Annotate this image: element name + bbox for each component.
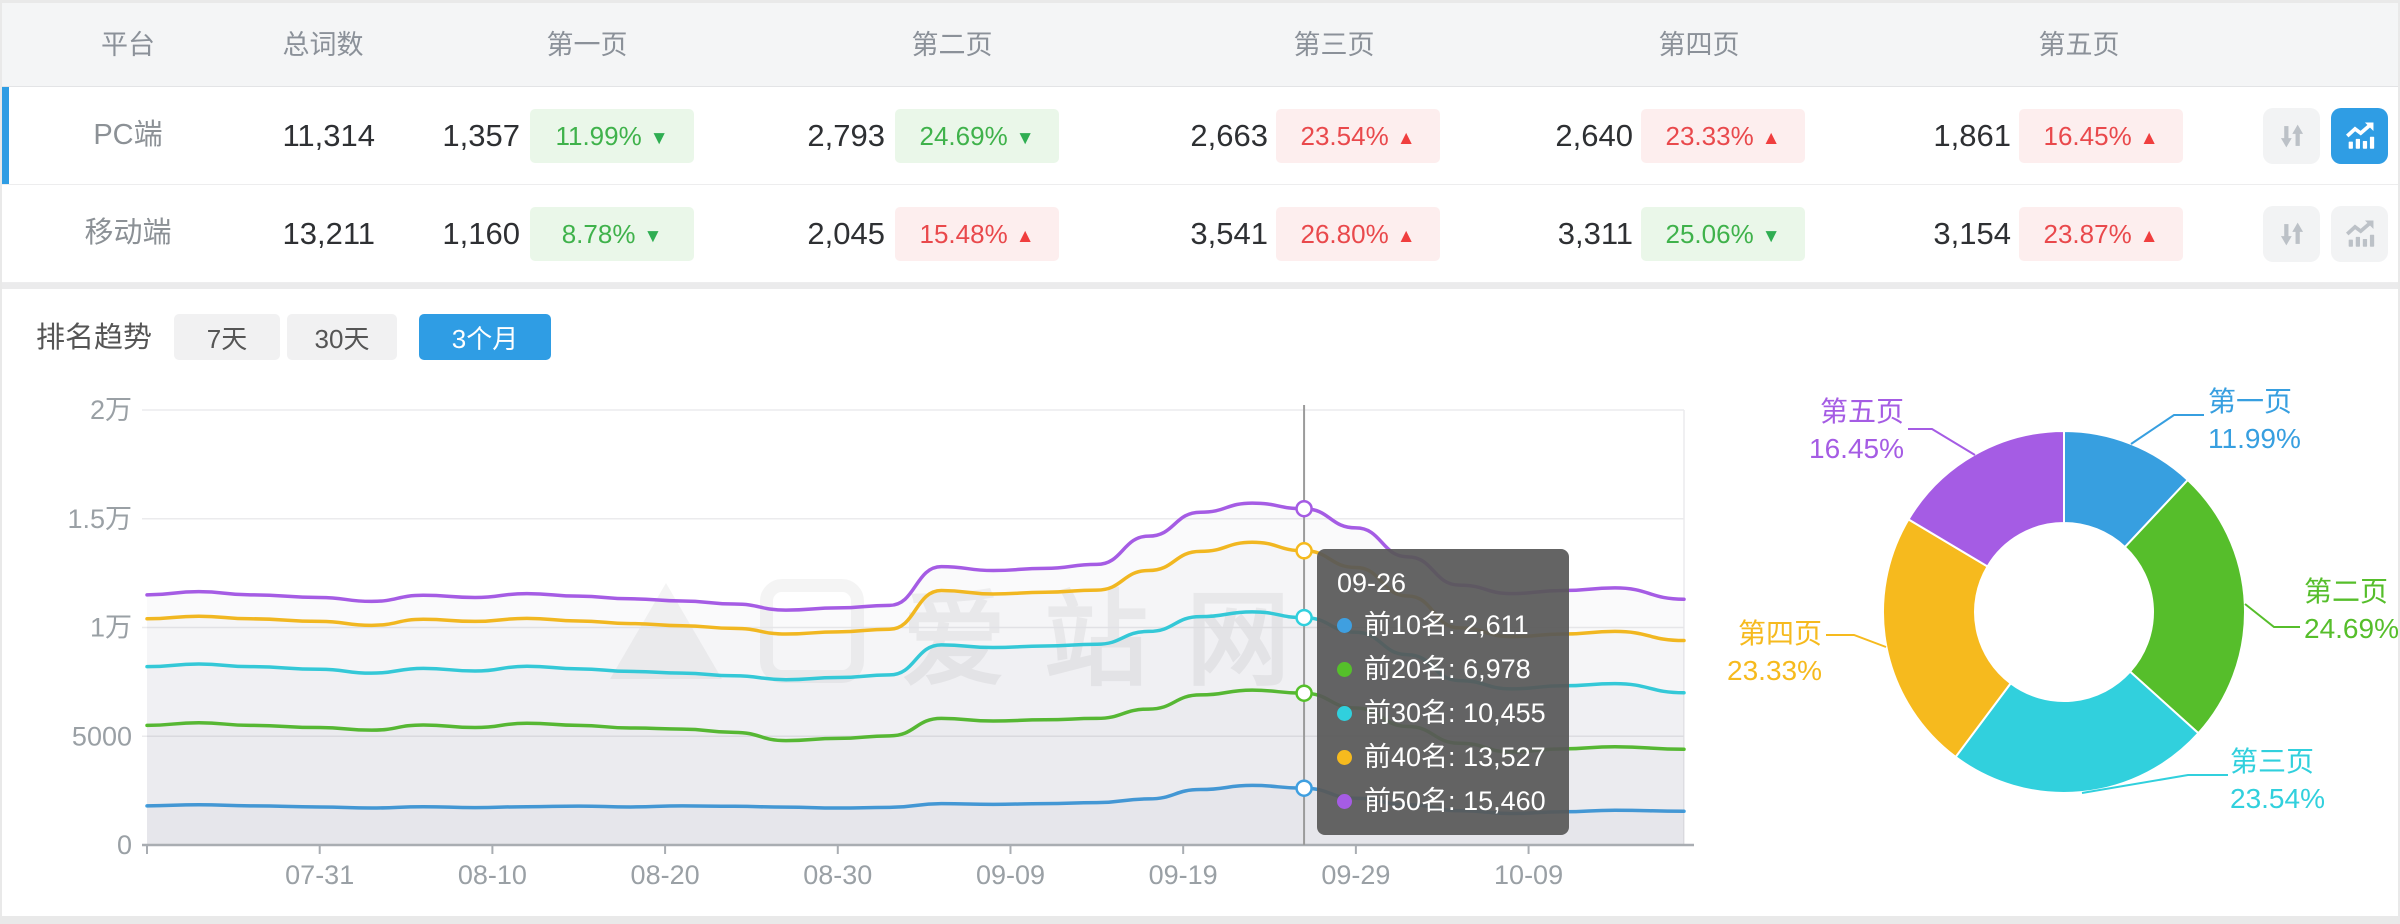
col-header-page5: 第五页 xyxy=(2038,30,2120,60)
table-row-pc[interactable]: PC端 11,314 1,357 11.99% ▼ 2,793 24.69% ▼ 2… xyxy=(2,87,2398,185)
series-dot-top50 xyxy=(1337,793,1352,809)
rank-trend-line-chart[interactable]: 0 5000 1万 1.5万 2万 07-31 08-10 08-20 08-30 09-09 09… xyxy=(2,387,2400,916)
svg-text:5000: 5000 xyxy=(72,721,132,751)
tooltip-row: 前50名: 15,460 xyxy=(1337,779,1549,823)
donut-slice-第四页[interactable] xyxy=(1882,518,2013,759)
col-header-page2: 第二页 xyxy=(911,30,993,60)
svg-text:09-09: 09-09 xyxy=(976,860,1045,890)
donut-slice-第三页[interactable] xyxy=(1954,670,2200,794)
svg-text:10-09: 10-09 xyxy=(1494,860,1563,890)
page2-count: 2,045 xyxy=(807,216,885,251)
donut-label-page2: 第二页 24.69% xyxy=(2304,576,2399,644)
table-row-mobile[interactable]: 移动端 13,211 1,160 8.78% ▼ 2,045 15.48% ▲ 3,… xyxy=(2,185,2398,283)
trend-toolbar: 排名趋势 7天 30天 3个月 xyxy=(2,289,2398,387)
page3-change-badge: 23.54% ▲ xyxy=(1276,109,1440,163)
col-header-total-words: 总词数 xyxy=(282,30,364,60)
sort-arrows-icon xyxy=(2280,124,2303,148)
donut-slice-第五页[interactable] xyxy=(1907,429,2065,568)
page1-change-badge: 11.99% ▼ xyxy=(530,109,694,163)
page1-count: 1,357 xyxy=(442,118,520,153)
charts-region: 爱站网 0 5000 1万 1.5万 2万 07-31 08-10 08-20 08-30 09-… xyxy=(2,386,2400,916)
trend-arrow-icon: ▲ xyxy=(1015,226,1035,247)
donut-slice-第二页[interactable] xyxy=(2123,478,2246,735)
watermark-text: 爱站网 xyxy=(902,555,1328,706)
svg-text:08-20: 08-20 xyxy=(631,860,700,890)
total-words-value: 13,211 xyxy=(282,216,375,251)
sort-button[interactable] xyxy=(2263,108,2320,164)
svg-text:08-10: 08-10 xyxy=(458,860,527,890)
trend-arrow-icon: ▲ xyxy=(2139,128,2159,149)
svg-text:09-19: 09-19 xyxy=(1149,860,1218,890)
svg-text:1.5万: 1.5万 xyxy=(67,504,132,534)
table-header-row: 平台 总词数 第一页 第二页 第三页 第四页 第五页 xyxy=(2,3,2398,87)
donut-label-page5: 第五页 16.45% xyxy=(1809,396,1904,464)
col-header-page3: 第三页 xyxy=(1293,30,1375,60)
sort-button[interactable] xyxy=(2263,206,2320,262)
series-dot-top40 xyxy=(1337,749,1352,765)
svg-text:08-30: 08-30 xyxy=(803,860,872,890)
page5-change-badge: 23.87% ▲ xyxy=(2019,207,2183,261)
page4-change-badge: 25.06% ▼ xyxy=(1641,207,1805,261)
trend-chart-icon xyxy=(2345,122,2374,149)
trend-arrow-icon: ▲ xyxy=(2139,226,2159,247)
tooltip-row: 前40名: 13,527 xyxy=(1337,735,1549,779)
tooltip-row: 前20名: 6,978 xyxy=(1337,647,1549,691)
page2-change-badge: 24.69% ▼ xyxy=(895,109,1059,163)
tooltip-date: 09-26 xyxy=(1337,568,1407,598)
tab-3-months[interactable]: 3个月 xyxy=(419,314,551,360)
donut-label-page1: 第一页 11.99% xyxy=(2208,386,2301,454)
col-header-page4: 第四页 xyxy=(1658,30,1740,60)
page4-change-badge: 23.33% ▲ xyxy=(1641,109,1805,163)
page5-change-badge: 16.45% ▲ xyxy=(2019,109,2183,163)
trend-arrow-icon: ▼ xyxy=(643,226,663,247)
page1-count: 1,160 xyxy=(442,216,520,251)
page2-change-badge: 15.48% ▲ xyxy=(895,207,1059,261)
trend-arrow-icon: ▼ xyxy=(1761,226,1781,247)
svg-text:09-29: 09-29 xyxy=(1321,860,1390,890)
svg-text:07-31: 07-31 xyxy=(285,860,354,890)
tooltip-row: 前10名: 2,611 xyxy=(1337,603,1549,647)
svg-text:2万: 2万 xyxy=(90,395,132,425)
tab-7-days[interactable]: 7天 xyxy=(174,314,280,360)
page4-count: 2,640 xyxy=(1555,118,1633,153)
page4-count: 3,311 xyxy=(1557,216,1633,251)
svg-text:1万: 1万 xyxy=(90,613,132,643)
page3-count: 3,541 xyxy=(1190,216,1268,251)
page5-count: 1,861 xyxy=(1933,118,2011,153)
trend-arrow-icon: ▼ xyxy=(649,128,669,149)
donut-label-page4: 第四页 23.33% xyxy=(1727,618,1822,686)
tooltip-row: 前30名: 10,455 xyxy=(1337,691,1549,735)
platform-label: 移动端 xyxy=(84,217,172,249)
col-header-platform: 平台 xyxy=(101,30,155,60)
trend-arrow-icon: ▲ xyxy=(1761,128,1781,149)
col-header-page1: 第一页 xyxy=(546,30,628,60)
sort-arrows-icon xyxy=(2280,222,2303,246)
trend-chart-icon xyxy=(2345,220,2374,247)
page5-count: 3,154 xyxy=(1933,216,2011,251)
show-trend-chart-button[interactable] xyxy=(2331,206,2388,262)
trend-arrow-icon: ▲ xyxy=(1396,128,1416,149)
page3-change-badge: 26.80% ▲ xyxy=(1276,207,1440,261)
series-dot-top30 xyxy=(1337,705,1352,721)
section-divider xyxy=(2,283,2398,289)
trend-arrow-icon: ▲ xyxy=(1396,226,1416,247)
show-trend-chart-button[interactable] xyxy=(2331,108,2388,164)
trend-section-title: 排名趋势 xyxy=(36,322,153,354)
series-dot-top20 xyxy=(1337,661,1352,677)
trend-arrow-icon: ▼ xyxy=(1015,128,1035,149)
chart-tooltip: 09-26 前10名: 2,611 前20名: 6,978 前30名: 10,4… xyxy=(1317,549,1569,835)
tab-30-days[interactable]: 30天 xyxy=(287,314,397,360)
series-dot-top10 xyxy=(1337,617,1352,633)
total-words-value: 11,314 xyxy=(282,118,375,153)
page1-change-badge: 8.78% ▼ xyxy=(530,207,694,261)
page3-count: 2,663 xyxy=(1190,118,1268,153)
page2-count: 2,793 xyxy=(807,118,885,153)
donut-label-page3: 第三页 23.54% xyxy=(2230,746,2325,814)
svg-text:0: 0 xyxy=(117,830,132,860)
platform-label: PC端 xyxy=(93,119,163,151)
